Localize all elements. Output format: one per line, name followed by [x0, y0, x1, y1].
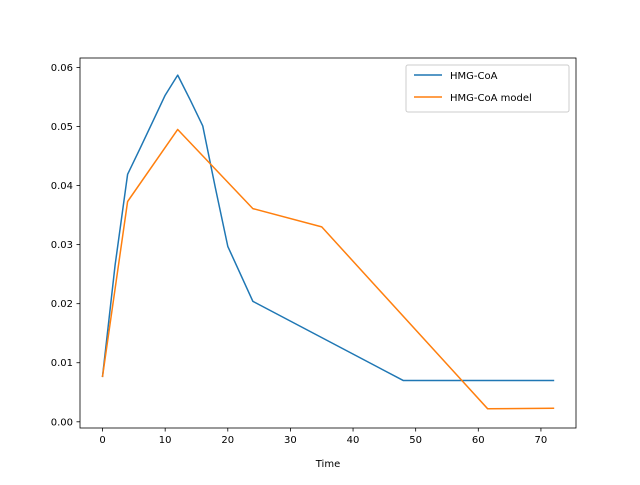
y-tick-label: 0.05	[51, 122, 73, 133]
x-tick-label: 70	[535, 435, 548, 446]
series-line-2	[101, 128, 555, 410]
x-tick-label: 20	[221, 435, 234, 446]
y-tick-label: 0.01	[51, 358, 73, 369]
y-tick-label: 0.03	[51, 240, 73, 251]
legend-label-2: HMG-CoA model	[450, 93, 532, 104]
y-axis: 0.00 0.01 0.02 0.03 0.04 0.05 0.06	[51, 63, 80, 428]
y-tick-label: 0.00	[51, 417, 73, 428]
series-line-1	[101, 74, 555, 382]
x-tick-label: 0	[99, 435, 105, 446]
x-axis: 0 10 20 30 40 50 60 70	[99, 428, 547, 446]
plot-lines	[101, 74, 555, 410]
legend-label-1: HMG-CoA	[450, 71, 498, 82]
x-tick-label: 10	[159, 435, 172, 446]
y-tick-label: 0.06	[51, 63, 73, 74]
legend-box	[405, 64, 570, 113]
axes-frame	[79, 57, 577, 429]
x-axis-title: Time	[315, 459, 340, 470]
y-tick-label: 0.04	[51, 181, 73, 192]
y-tick-label: 0.02	[51, 299, 73, 310]
legend: HMG-CoA HMG-CoA model	[405, 64, 570, 113]
x-tick-label: 50	[409, 435, 422, 446]
x-tick-label: 40	[347, 435, 360, 446]
x-tick-label: 30	[284, 435, 297, 446]
x-tick-label: 60	[472, 435, 485, 446]
